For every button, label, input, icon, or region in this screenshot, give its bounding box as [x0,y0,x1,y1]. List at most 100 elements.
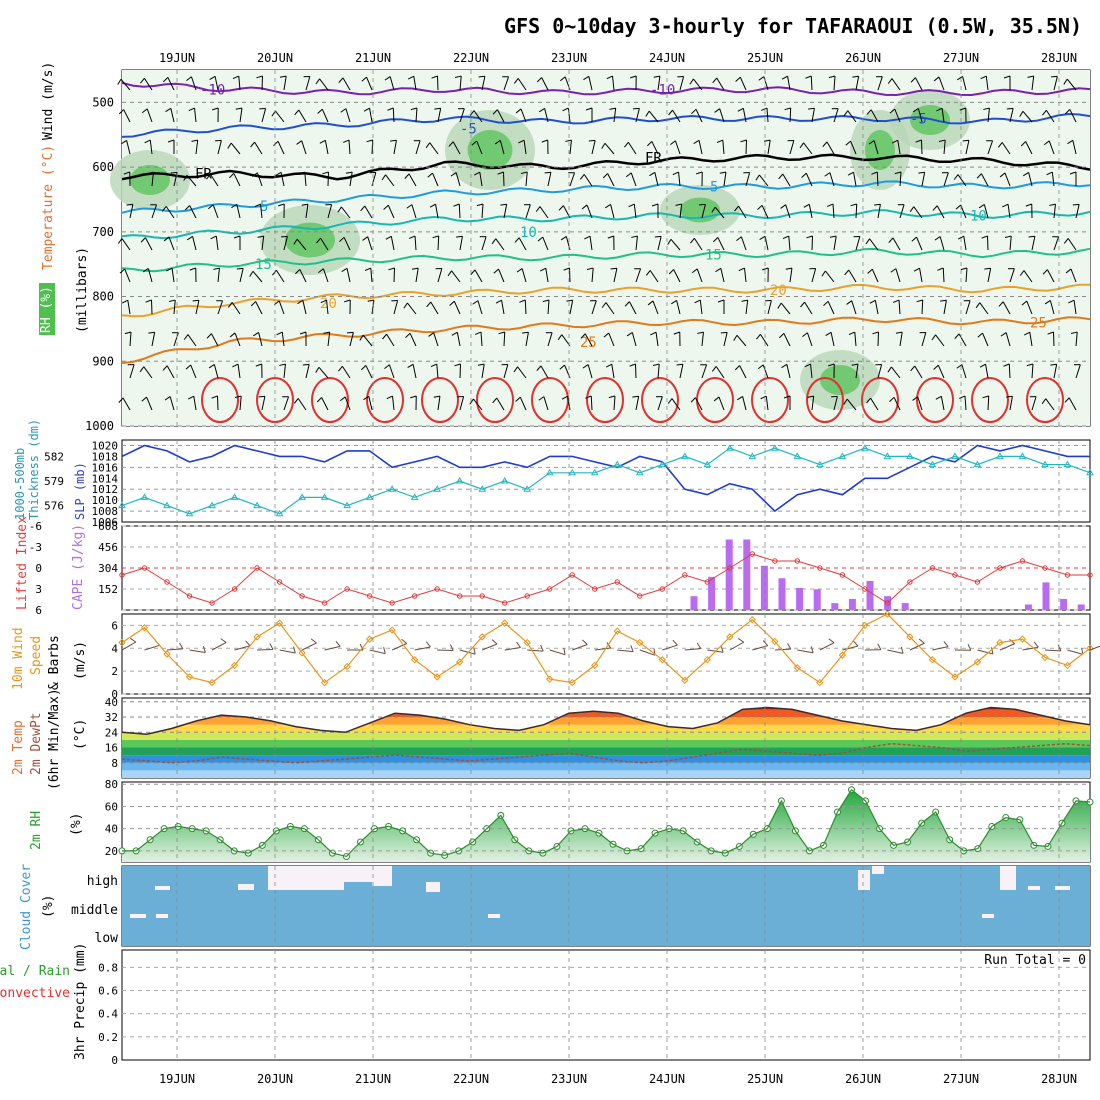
series-line [121,447,1091,515]
wind-barb [562,107,571,123]
wind-barb [919,332,927,347]
cloud-clear-patch [238,884,254,890]
isotherm-label: FR [645,150,662,166]
cape-bar [743,539,751,610]
wind-barb [602,173,615,187]
lifted-index-point [862,586,868,592]
date-tick-top: 24JUN [649,51,685,65]
wind-barb [912,396,923,411]
wind-barb [983,107,990,123]
wind-barb [1065,268,1077,283]
y-tick-label: 2 [111,665,118,678]
surface-wind-barb [887,646,904,654]
surface-wind-barb [774,643,792,651]
wind-barb [470,269,483,283]
isotherm-line [121,153,1091,181]
wind-barb [628,203,637,219]
wind-barb [167,139,175,154]
wind-barb [605,203,615,219]
wind-barb [148,331,156,347]
wind-barb [541,139,549,155]
wind-barb [785,267,793,283]
y-tick-label: 60 [105,800,118,813]
wind-barb [958,395,967,411]
wind-barb [1025,203,1033,219]
surface-wind-barb [279,646,296,654]
lifted-index-point [727,565,733,571]
wind-barb [545,332,553,347]
surface-wind-barb [189,645,206,653]
wind-barb [892,299,901,315]
wind-barb [162,77,175,91]
wind-barb [582,364,593,379]
wind-barb [385,235,395,251]
wind-barb [1072,203,1080,219]
wind-barb [500,203,508,219]
cape-bar [796,587,804,610]
wind-barb [738,267,747,283]
wind-barb [585,107,593,122]
y-tick-label: 1018 [92,450,119,463]
temp-band [122,762,1090,771]
wind-barb [872,331,879,347]
wind-barb [187,235,197,251]
y-tick-label: 500 [92,95,114,109]
wind-barb [938,139,946,155]
wind-barb [802,332,813,347]
wind-barb [231,203,241,219]
cloud-clear-patch [426,882,440,892]
wind-barb [1044,300,1055,315]
axis-label: Cloud Cover [19,864,34,950]
lifted-index-point [1042,565,1048,571]
wind-speed-point [793,664,802,672]
surface-wind-barb [504,641,521,651]
wind-barb [275,171,285,187]
wind-barb [303,76,311,91]
wind-barb [536,77,549,91]
wind-barb [501,364,509,379]
wind-barb [608,395,616,411]
wind-barb [432,235,440,251]
y-tick-label: 576 [44,500,64,513]
cloud-clear-patch [1055,886,1070,890]
wind-barb [473,171,483,187]
wind-barb [755,174,769,187]
wind-barb [676,363,684,379]
wind-barb [580,333,593,347]
wind-barb [391,299,399,315]
wind-barb [846,300,857,315]
wind-barb [918,171,926,187]
rh-core [130,165,170,195]
surface-wind-barb [594,642,612,651]
wind-barb [691,108,703,123]
wind-barb [720,331,728,347]
surface-wind-barb [684,642,702,651]
wind-barb [697,331,704,347]
wind-barb [338,77,351,91]
lifted-index-point [164,579,170,585]
wind-barb [981,235,989,251]
wind-barb [586,267,594,283]
temp-band [122,770,1090,778]
y-tick-label: 24 [105,726,119,739]
wind-barb [579,174,593,187]
rh-core [820,365,860,395]
thickness-marker [500,477,509,484]
wind-barb [825,331,835,347]
isotherm-line [121,209,1091,240]
thickness-marker [725,444,734,451]
wind-speed-point [275,619,284,627]
wind-barb [258,395,266,411]
wind-barb [940,299,947,315]
thickness-marker [388,485,397,492]
wind-barb [360,365,373,379]
wind-barb [1000,332,1011,347]
isotherm-label: 15 [705,247,722,263]
thickness-marker [680,452,689,459]
lifted-index-point [321,600,328,606]
surface-wind-barb [864,643,882,651]
cape-bar [708,576,716,610]
y-tick-label: 4 [111,642,118,655]
wind-barb [691,268,703,283]
wind-barb [696,171,703,187]
